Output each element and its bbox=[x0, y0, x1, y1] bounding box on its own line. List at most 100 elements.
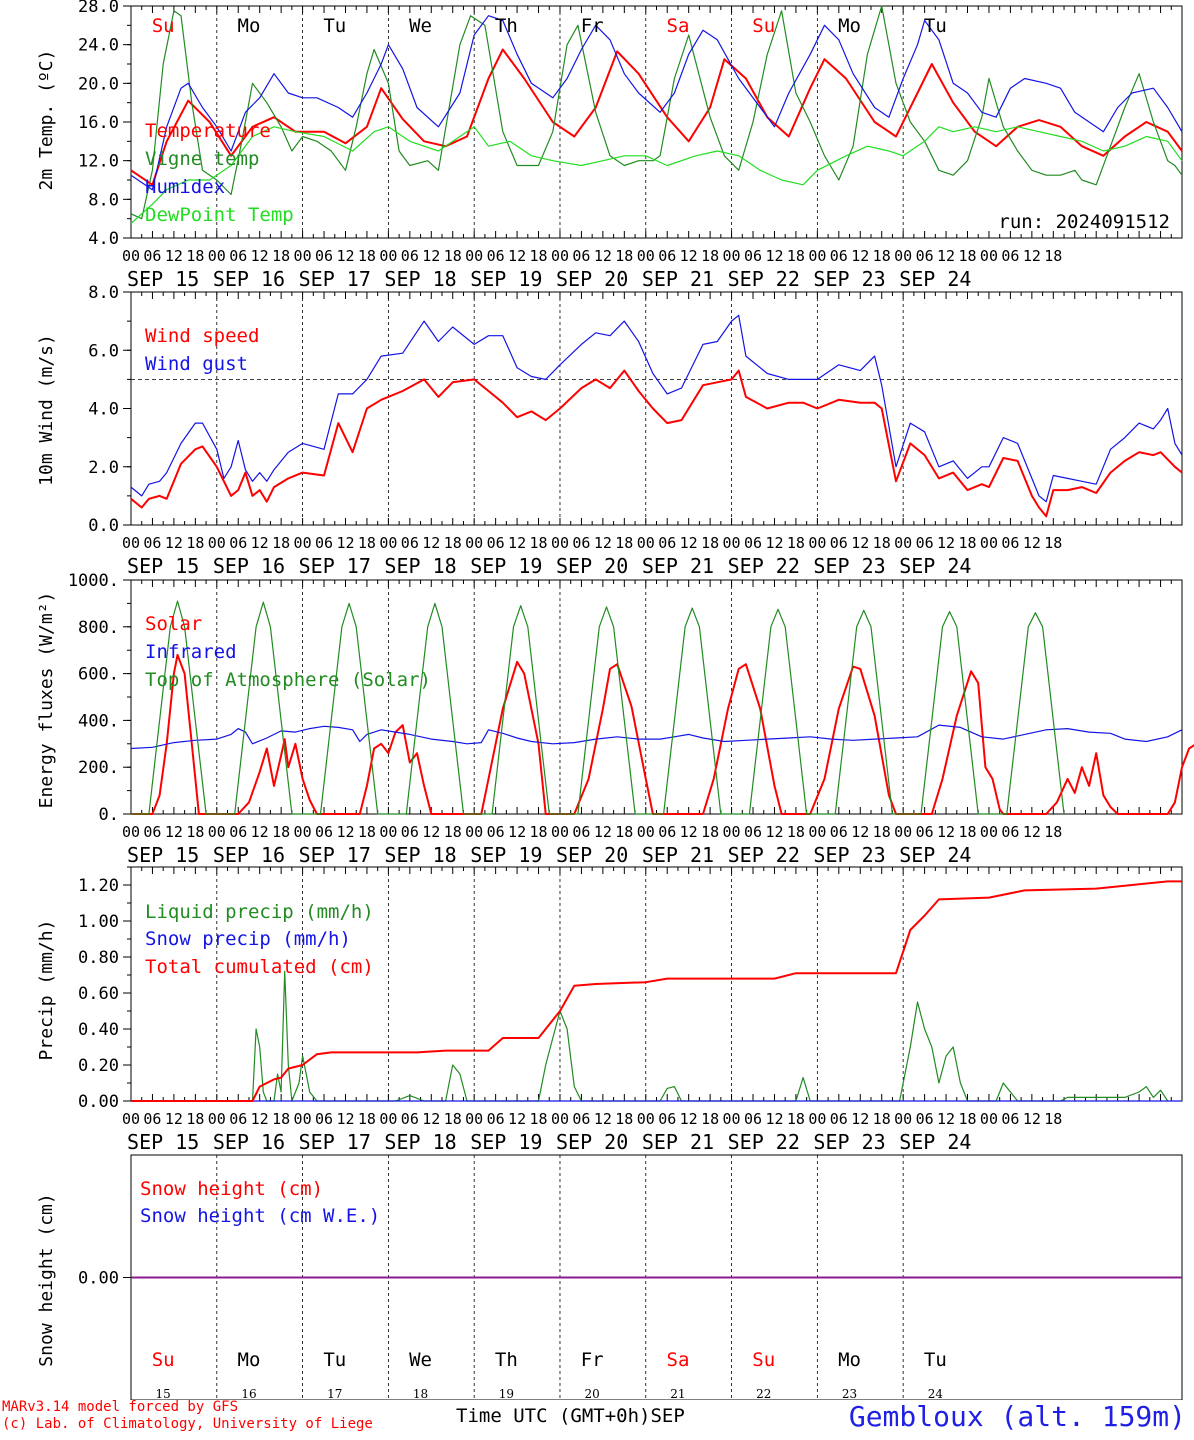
hour-tick-label: 06 bbox=[830, 247, 848, 265]
date-label: SEP 21 bbox=[642, 1130, 714, 1154]
hour-tick-label: 18 bbox=[444, 823, 462, 841]
hour-tick-label: 00 bbox=[894, 1110, 912, 1128]
hour-tick-label: 18 bbox=[615, 534, 633, 552]
hour-tick-label: 12 bbox=[422, 823, 440, 841]
date-label: SEP 23 bbox=[813, 554, 885, 578]
y-tick-label: 400. bbox=[78, 711, 119, 731]
hour-tick-label: 06 bbox=[744, 534, 762, 552]
date-label: SEP 16 bbox=[213, 267, 285, 291]
hour-tick-label: 00 bbox=[723, 534, 741, 552]
hour-tick-label: 18 bbox=[272, 247, 290, 265]
hour-tick-label: 00 bbox=[379, 247, 397, 265]
date-label: SEP 18 bbox=[384, 554, 456, 578]
date-label: SEP 23 bbox=[813, 843, 885, 867]
hour-tick-label: 18 bbox=[358, 823, 376, 841]
legend-entry: Humidex bbox=[145, 176, 225, 198]
hour-tick-label: 06 bbox=[229, 1110, 247, 1128]
legend-entry: Wind speed bbox=[145, 325, 259, 347]
date-label: SEP 23 bbox=[813, 267, 885, 291]
hour-tick-label: 06 bbox=[658, 534, 676, 552]
hour-tick-label: 00 bbox=[465, 247, 483, 265]
date-label: SEP 23 bbox=[813, 1130, 885, 1154]
hour-tick-label: 12 bbox=[251, 247, 269, 265]
hour-tick-label: 00 bbox=[551, 823, 569, 841]
hour-tick-label: 18 bbox=[529, 534, 547, 552]
hour-tick-label: 18 bbox=[958, 534, 976, 552]
hour-tick-label: 18 bbox=[701, 1110, 719, 1128]
hour-tick-label: 12 bbox=[594, 1110, 612, 1128]
hour-tick-label: 12 bbox=[165, 534, 183, 552]
day-abbrev: Th bbox=[495, 15, 518, 37]
legend-entry: Snow height (cm W.E.) bbox=[140, 1205, 380, 1227]
credit-line-1: MARv3.14 model forced by GFS bbox=[2, 1399, 239, 1415]
y-tick-label: 4.0 bbox=[88, 229, 119, 249]
hour-tick-label: 18 bbox=[529, 823, 547, 841]
hour-tick-label: 06 bbox=[143, 823, 161, 841]
day-number: 23 bbox=[842, 1387, 857, 1400]
hour-tick-label: 12 bbox=[937, 1110, 955, 1128]
hour-tick-label: 12 bbox=[765, 823, 783, 841]
hour-tick-label: 18 bbox=[958, 247, 976, 265]
hour-tick-label: 18 bbox=[529, 247, 547, 265]
legend-entry: Liquid precip (mm/h) bbox=[145, 901, 374, 923]
hour-tick-label: 06 bbox=[1001, 247, 1019, 265]
date-label: SEP 15 bbox=[127, 267, 199, 291]
hour-tick-label: 12 bbox=[508, 823, 526, 841]
hour-tick-label: 18 bbox=[787, 823, 805, 841]
legend-entry: Snow height (cm) bbox=[140, 1178, 323, 1200]
y-tick-label: 0.40 bbox=[78, 1020, 119, 1040]
hour-tick-label: 06 bbox=[487, 823, 505, 841]
day-number: 24 bbox=[928, 1387, 944, 1400]
date-label: SEP 20 bbox=[556, 267, 628, 291]
y-tick-label: 16.0 bbox=[78, 113, 119, 133]
legend-entry: Temperature bbox=[145, 120, 271, 142]
hour-tick-label: 18 bbox=[787, 1110, 805, 1128]
hour-tick-label: 00 bbox=[980, 823, 998, 841]
day-abbrev-bottom: Mo bbox=[238, 1349, 261, 1371]
y-tick-label: 200. bbox=[78, 758, 119, 778]
date-label: SEP 15 bbox=[127, 554, 199, 578]
series-line-temperature bbox=[130, 48, 1183, 186]
hour-tick-label: 00 bbox=[294, 823, 312, 841]
hour-tick-label: 06 bbox=[401, 247, 419, 265]
date-label: SEP 22 bbox=[728, 554, 800, 578]
day-abbrev: Mo bbox=[838, 15, 861, 37]
y-tick-label: 1000. bbox=[68, 571, 119, 591]
date-label: SEP 15 bbox=[127, 843, 199, 867]
hour-tick-label: 00 bbox=[723, 247, 741, 265]
hour-tick-label: 06 bbox=[830, 534, 848, 552]
y-tick-label: 0.60 bbox=[78, 984, 119, 1004]
date-label: SEP 24 bbox=[899, 554, 971, 578]
hour-tick-label: 18 bbox=[873, 823, 891, 841]
hour-tick-label: 00 bbox=[723, 1110, 741, 1128]
credit-line-2: (c) Lab. of Climatology, University of L… bbox=[2, 1416, 373, 1432]
day-abbrev: Su bbox=[752, 15, 775, 37]
day-abbrev-bottom: Tu bbox=[323, 1349, 346, 1371]
y-axis-label: Energy fluxes (W/m²) bbox=[36, 592, 57, 809]
day-abbrev: Tu bbox=[924, 15, 947, 37]
hour-tick-label: 06 bbox=[143, 1110, 161, 1128]
day-number: 19 bbox=[499, 1387, 514, 1400]
hour-tick-label: 00 bbox=[294, 534, 312, 552]
hour-tick-label: 12 bbox=[165, 1110, 183, 1128]
time-axis-label: Time UTC (GMT+0h) bbox=[456, 1405, 651, 1427]
day-abbrev-bottom: Sa bbox=[667, 1349, 690, 1371]
date-label: SEP 18 bbox=[384, 1130, 456, 1154]
hour-tick-label: 18 bbox=[186, 534, 204, 552]
hour-tick-label: 12 bbox=[851, 823, 869, 841]
hour-tick-label: 06 bbox=[315, 1110, 333, 1128]
hour-tick-label: 12 bbox=[508, 534, 526, 552]
hour-tick-label: 00 bbox=[551, 1110, 569, 1128]
day-number: 15 bbox=[156, 1387, 171, 1400]
hour-tick-label: 06 bbox=[916, 534, 934, 552]
legend-entry: Vigne temp bbox=[145, 148, 259, 170]
legend-entry: Infrared bbox=[145, 641, 237, 663]
hour-tick-label: 18 bbox=[701, 247, 719, 265]
hour-tick-label: 06 bbox=[229, 247, 247, 265]
hour-tick-label: 06 bbox=[401, 823, 419, 841]
hour-tick-label: 18 bbox=[1044, 247, 1062, 265]
series-line-total-cumulated-cm bbox=[131, 880, 1182, 1102]
hour-tick-label: 00 bbox=[894, 534, 912, 552]
hour-tick-label: 00 bbox=[551, 534, 569, 552]
month-label: SEP bbox=[650, 1405, 685, 1427]
